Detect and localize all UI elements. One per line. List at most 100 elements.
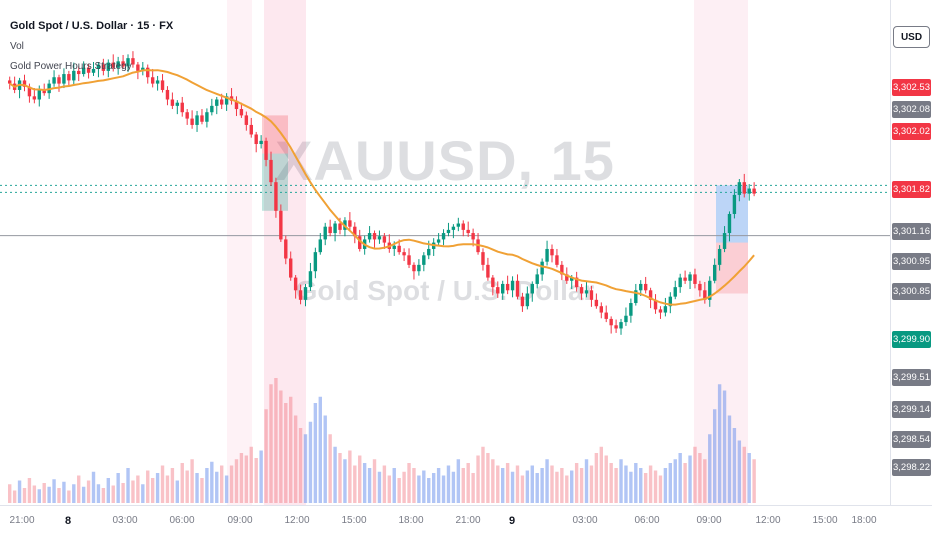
volume-bar bbox=[673, 459, 677, 503]
time-axis-label: 21:00 bbox=[9, 515, 35, 526]
candle-body bbox=[190, 118, 194, 125]
candle-body bbox=[57, 77, 61, 84]
candle-body bbox=[175, 102, 180, 106]
volume-bar bbox=[451, 471, 456, 503]
volume-bar bbox=[358, 455, 362, 503]
candle-body bbox=[481, 252, 485, 265]
candle-body bbox=[382, 236, 387, 243]
chart-legend: Gold Spot / U.S. Dollar · 15 · FX Vol Go… bbox=[10, 20, 173, 72]
volume-bar bbox=[180, 463, 184, 503]
chart-pane[interactable]: XAUUSD, 15 Gold Spot / U.S. Dollar Gold … bbox=[0, 0, 890, 505]
price-axis-label: 3,302.53 bbox=[892, 79, 931, 96]
volume-bar bbox=[392, 468, 396, 503]
candle-body bbox=[67, 74, 71, 81]
volume-bar bbox=[86, 480, 91, 503]
price-axis-label: 3,299.51 bbox=[892, 369, 931, 386]
volume-bar bbox=[560, 468, 564, 503]
candle-body bbox=[594, 299, 599, 307]
volume-bar bbox=[170, 468, 175, 503]
candle-body bbox=[471, 233, 475, 240]
time-axis-label: 12:00 bbox=[284, 515, 310, 526]
candle-body bbox=[101, 64, 106, 71]
candle-body bbox=[530, 283, 534, 294]
volume-bar bbox=[37, 489, 41, 503]
candle-body bbox=[520, 296, 525, 307]
time-axis[interactable]: 21:00 8 03:00 06:00 09:00 12:00 15:00 18:00 21:0… bbox=[0, 505, 932, 550]
candle-body bbox=[32, 96, 37, 100]
candle-body bbox=[708, 280, 712, 300]
candle-body bbox=[451, 226, 456, 230]
candle-body bbox=[165, 89, 170, 100]
candle-body bbox=[491, 277, 495, 288]
volume-bar bbox=[224, 475, 229, 503]
candle-body bbox=[727, 213, 732, 234]
symbol-title[interactable]: Gold Spot / U.S. Dollar · 15 · FX bbox=[10, 20, 174, 32]
volume-bar bbox=[427, 478, 431, 503]
volume-bar bbox=[131, 480, 135, 503]
candle-body bbox=[86, 67, 91, 73]
candle-body bbox=[678, 277, 682, 288]
volume-bar bbox=[239, 453, 244, 503]
volume-bar bbox=[648, 465, 653, 503]
candle-body bbox=[574, 277, 579, 288]
volume-bar bbox=[412, 468, 416, 503]
candle-body bbox=[8, 80, 12, 84]
candle-body bbox=[550, 248, 554, 256]
candle-body bbox=[254, 134, 258, 145]
candle-body bbox=[106, 62, 110, 71]
volume-bar bbox=[67, 490, 71, 503]
candle-body bbox=[338, 223, 342, 230]
volume-bar bbox=[136, 475, 140, 503]
candle-body bbox=[501, 283, 505, 294]
volume-bar bbox=[594, 453, 599, 503]
volume-bar bbox=[269, 384, 273, 503]
candle-body bbox=[619, 322, 623, 329]
volume-bar bbox=[229, 465, 234, 503]
volume-bar bbox=[308, 421, 313, 503]
candle-body bbox=[422, 255, 426, 265]
volume-bar bbox=[274, 378, 278, 503]
candle-body bbox=[303, 287, 308, 300]
candle-body bbox=[195, 115, 199, 125]
price-axis[interactable]: USD 3,302.53 3,302.08 3,302.02 3,301.82 3,30… bbox=[890, 0, 932, 505]
candle-body bbox=[624, 315, 628, 323]
volume-bar bbox=[303, 434, 308, 503]
candle-body bbox=[308, 271, 313, 288]
candle-body bbox=[634, 290, 638, 304]
strategy-label[interactable]: Gold Power Hours Strategy bbox=[10, 61, 132, 72]
candle-body bbox=[525, 293, 530, 307]
volume-bar bbox=[289, 396, 293, 503]
candle-body bbox=[180, 102, 184, 113]
candle-body bbox=[141, 67, 145, 71]
candle-body bbox=[486, 264, 490, 278]
candle-body bbox=[599, 306, 603, 313]
time-axis-label: 03:00 bbox=[112, 515, 138, 526]
currency-toggle-button[interactable]: USD bbox=[893, 26, 930, 48]
candle-body bbox=[737, 182, 742, 195]
candle-body bbox=[358, 236, 362, 249]
candle-body bbox=[37, 89, 41, 100]
volume-bar bbox=[111, 485, 115, 503]
candle-body bbox=[244, 115, 249, 125]
volume-bar bbox=[737, 440, 742, 503]
candle-body bbox=[328, 226, 332, 234]
ma-line bbox=[9, 69, 755, 306]
candle-body bbox=[121, 61, 125, 67]
candle-body bbox=[160, 80, 165, 90]
candlestick-chart bbox=[0, 0, 890, 505]
price-axis-label: 3,298.54 bbox=[892, 431, 931, 448]
volume-bar bbox=[604, 455, 608, 503]
volume-bar bbox=[436, 468, 441, 503]
session-band bbox=[227, 0, 252, 505]
volume-bar bbox=[175, 480, 180, 503]
candle-body bbox=[407, 255, 411, 265]
candle-body bbox=[732, 194, 737, 214]
volume-bar bbox=[614, 468, 618, 503]
candle-body bbox=[264, 140, 268, 160]
volume-bar bbox=[619, 459, 623, 503]
volume-bar bbox=[81, 486, 86, 503]
time-axis-label: 06:00 bbox=[169, 515, 195, 526]
volume-bar bbox=[693, 446, 697, 503]
volume-bar bbox=[584, 459, 589, 503]
volume-indicator-label[interactable]: Vol bbox=[10, 41, 24, 52]
